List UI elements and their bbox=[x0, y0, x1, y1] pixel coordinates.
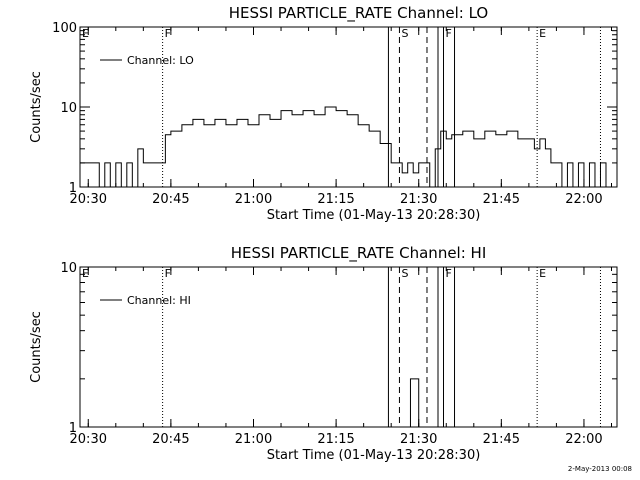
chart2-event-label: S bbox=[401, 267, 408, 280]
chart1-x-tick-label: 22:00 bbox=[565, 192, 602, 207]
chart1-x-tick-label: 21:45 bbox=[483, 192, 520, 207]
chart2-y-axis-label: Counts/sec bbox=[29, 311, 44, 383]
chart1-event-label: S bbox=[401, 27, 408, 40]
chart1-x-tick-label: 20:45 bbox=[152, 192, 189, 207]
chart1-event-label: F bbox=[446, 27, 452, 40]
chart1-y-tick-label: 100 bbox=[52, 21, 77, 36]
chart1-x-axis-label: Start Time (01-May-13 20:28:30) bbox=[267, 208, 481, 223]
chart1-event-label: E bbox=[82, 27, 89, 40]
chart1-y-axis-label: Counts/sec bbox=[29, 71, 44, 143]
chart1-legend-label: Channel: LO bbox=[127, 54, 194, 67]
chart1-x-tick-label: 21:30 bbox=[400, 192, 437, 207]
chart2-plot-frame bbox=[79, 266, 618, 428]
chart1-y-tick-label: 1 bbox=[69, 181, 77, 196]
chart2-event-label: F bbox=[446, 267, 452, 280]
footer-timestamp: 2-May-2013 00:08 bbox=[567, 465, 632, 473]
chart1-event-label: E bbox=[539, 27, 546, 40]
chart2-x-axis-label: Start Time (01-May-13 20:28:30) bbox=[267, 448, 481, 463]
chart1-x-tick-label: 21:00 bbox=[235, 192, 272, 207]
chart2-x-tick-label: 20:30 bbox=[70, 432, 107, 447]
chart2-event-label: F bbox=[165, 267, 171, 280]
chart2-x-tick-label: 21:45 bbox=[483, 432, 520, 447]
chart2-x-tick-label: 21:30 bbox=[400, 432, 437, 447]
chart2-event-label: E bbox=[82, 267, 89, 280]
chart1-x-tick-label: 21:15 bbox=[317, 192, 354, 207]
chart1-x-tick-label: 20:30 bbox=[70, 192, 107, 207]
chart2-y-tick-label: 1 bbox=[69, 421, 77, 436]
chart2-title: HESSI PARTICLE_RATE Channel: HI bbox=[231, 244, 487, 263]
chart2-y-tick-label: 10 bbox=[60, 261, 77, 276]
chart1-y-tick-label: 10 bbox=[60, 101, 77, 116]
chart1-series-line bbox=[80, 106, 607, 188]
chart1-event-label: F bbox=[165, 27, 171, 40]
chart2-x-tick-label: 22:00 bbox=[565, 432, 602, 447]
chart2-x-tick-label: 20:45 bbox=[152, 432, 189, 447]
chart2-series-line bbox=[409, 378, 420, 427]
chart1-title: HESSI PARTICLE_RATE Channel: LO bbox=[229, 4, 488, 23]
chart2-x-tick-label: 21:15 bbox=[317, 432, 354, 447]
chart2-x-tick-label: 21:00 bbox=[235, 432, 272, 447]
chart2-event-label: E bbox=[539, 267, 546, 280]
chart2-legend-label: Channel: HI bbox=[127, 294, 191, 307]
